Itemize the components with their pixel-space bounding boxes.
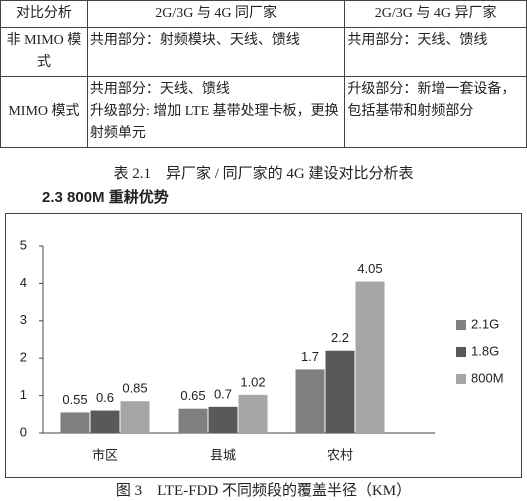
cell-text: 升级部分: 增加 LTE 基带处理卡板，更换射频单元: [89, 104, 339, 141]
table-row: MIMO 模式 共用部分：天线、馈线升级部分: 增加 LTE 基带处理卡板，更换…: [0, 76, 527, 148]
y-tick-label: 3: [20, 312, 27, 327]
cell: 共用部分：天线、馈线升级部分: 增加 LTE 基带处理卡板，更换射频单元: [86, 76, 346, 148]
cell: 非 MIMO 模式: [0, 27, 88, 77]
figure-caption: 图 3 LTE-FDD 不同频段的覆盖半径（KM）: [115, 483, 412, 499]
value-label: 0.65: [180, 388, 205, 403]
chart-frame: [5, 213, 522, 478]
cell-text: 共用部分：天线、馈线: [347, 33, 488, 48]
value-label: 4.05: [357, 261, 382, 276]
value-label: 2.2: [331, 330, 349, 345]
value-label: 1.02: [240, 374, 265, 389]
header-cell: 2G/3G 与 4G 同厂家: [86, 0, 346, 28]
legend-swatch: [456, 347, 466, 357]
value-label: 1.7: [301, 349, 319, 364]
legend-swatch: [456, 320, 466, 330]
value-label: 0.55: [62, 392, 87, 407]
cell-text: MIMO 模式: [8, 104, 80, 119]
comparison-table: 对比分析 2G/3G 与 4G 同厂家 2G/3G 与 4G 异厂家 非 MIM…: [0, 0, 527, 148]
y-tick-label: 4: [20, 275, 27, 290]
cell-text: 非 MIMO 模式: [6, 33, 82, 70]
bar: [120, 401, 150, 433]
bar: [355, 281, 385, 433]
header-cell: 2G/3G 与 4G 异厂家: [344, 0, 527, 28]
legend-label: 2.1G: [471, 316, 499, 331]
header-row: 对比分析 2G/3G 与 4G 同厂家 2G/3G 与 4G 异厂家: [0, 0, 527, 28]
legend-label: 800M: [471, 370, 504, 385]
cell-text: 共用部分：天线、馈线: [89, 82, 230, 97]
value-label: 0.85: [122, 381, 147, 396]
bar: [208, 406, 238, 433]
bar: [325, 350, 355, 433]
legend-label: 1.8G: [471, 343, 499, 358]
cell-text: 升级部分：新增一套设备，包括基带和射频部分: [347, 82, 516, 119]
cell: 共用部分：射频模块、天线、馈线: [86, 27, 346, 77]
x-tick-label: 农村: [327, 447, 353, 462]
x-tick-label: 县城: [210, 447, 236, 462]
bar: [295, 369, 325, 433]
chart: 0 1 2 3 4 5 市区 0.55 0.6 0.85 县城 0.65 0.7 1.02 农村 1.7 2.2…: [5, 213, 522, 478]
cell: MIMO 模式: [0, 76, 88, 148]
section-heading: 2.3 800M 重耕优势: [42, 189, 169, 206]
y-tick-label: 5: [20, 237, 27, 252]
value-label: 0.7: [214, 386, 232, 401]
legend-swatch: [456, 374, 466, 384]
bar: [60, 412, 90, 433]
bar: [178, 408, 208, 433]
header-cell: 对比分析: [0, 0, 88, 28]
bar: [90, 410, 120, 433]
cell: 共用部分：天线、馈线: [344, 27, 527, 77]
cell: 升级部分：新增一套设备，包括基带和射频部分: [344, 76, 527, 148]
table-caption: 表 2.1 异厂家 / 同厂家的 4G 建设对比分析表: [113, 166, 414, 182]
y-tick-label: 1: [20, 387, 27, 402]
cell-text: 共用部分：射频模块、天线、馈线: [89, 33, 300, 48]
bar: [238, 394, 268, 433]
value-label: 0.6: [96, 390, 114, 405]
x-tick-label: 市区: [92, 447, 118, 462]
y-tick-label: 2: [20, 350, 27, 365]
y-tick-label: 0: [20, 424, 27, 439]
table-row: 非 MIMO 模式 共用部分：射频模块、天线、馈线 共用部分：天线、馈线: [0, 27, 527, 77]
